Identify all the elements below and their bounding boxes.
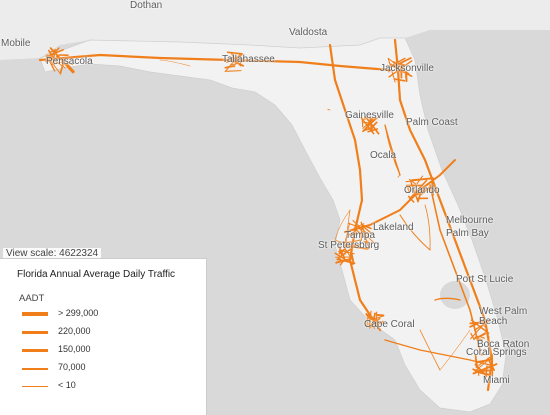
- city-label-mobile: Mobile: [1, 38, 30, 49]
- legend-line-symbol: [22, 386, 48, 387]
- lake-okeechobee: [440, 281, 470, 309]
- legend-item-label: > 299,000: [58, 308, 98, 318]
- legend-item-label: 220,000: [58, 326, 91, 336]
- legend-item: 70,000: [22, 361, 192, 375]
- legend-item: 150,000: [22, 343, 192, 357]
- legend-line-symbol: [22, 312, 48, 316]
- legend-line-symbol: [22, 331, 48, 334]
- road-segment: [337, 259, 340, 260]
- legend-line-symbol: [22, 368, 48, 370]
- legend-line-symbol: [22, 349, 48, 352]
- city-label-jacksonville: Jacksonville: [380, 63, 434, 74]
- legend-title: Florida Annual Average Daily Traffic: [17, 269, 175, 280]
- city-label-ocala: Ocala: [370, 150, 396, 161]
- road-segment: [227, 71, 241, 72]
- legend-panel: Florida Annual Average Daily Traffic AAD…: [0, 258, 207, 415]
- legend-field-name: AADT: [19, 293, 44, 304]
- legend-item-label: 70,000: [58, 362, 86, 372]
- city-label-lakeland: Lakeland: [373, 222, 414, 233]
- legend-item-label: 150,000: [58, 344, 91, 354]
- city-label-pensacola: Pensacola: [46, 56, 93, 67]
- city-label-miami: Miami: [483, 375, 510, 386]
- city-label-valdosta: Valdosta: [289, 27, 327, 38]
- road-segment: [476, 371, 489, 372]
- legend-item-label: < 10: [58, 380, 76, 390]
- city-label-coral-springs: Coral Springs: [466, 347, 527, 358]
- city-label-orlando: Orlando: [404, 185, 440, 196]
- city-label-cape-coral: Cape Coral: [364, 319, 415, 330]
- city-label-melbourne: Melbourne: [446, 215, 493, 226]
- legend-item: > 299,000: [22, 307, 192, 321]
- city-label-tallahassee: Tallahassee: [222, 54, 275, 65]
- city-label-gainesville: Gainesville: [345, 110, 394, 121]
- legend-item: 220,000: [22, 325, 192, 339]
- city-label-palm-coast: Palm Coast: [406, 117, 458, 128]
- legend-item: < 10: [22, 379, 192, 393]
- city-label-port-st-lucie: Port St Lucie: [456, 274, 513, 285]
- city-label-palm-bay: Palm Bay: [446, 228, 489, 239]
- road-segment: [488, 336, 489, 337]
- city-label-st-petersburg: St Petersburg: [318, 240, 379, 251]
- city-label-dothan: Dothan: [130, 0, 162, 11]
- road-segment: [378, 315, 384, 316]
- city-label-west-palm-beach: West Palm Beach: [479, 307, 527, 327]
